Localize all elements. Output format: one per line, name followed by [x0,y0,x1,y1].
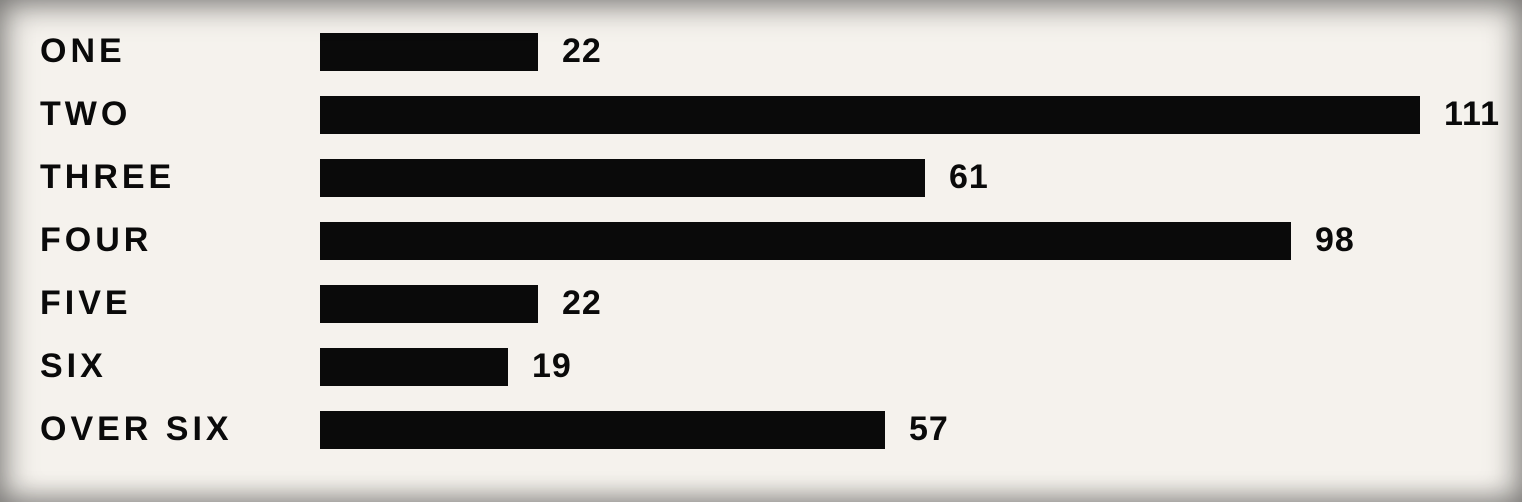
bar-wrap: 61 [320,158,1522,197]
bar-value: 22 [562,284,602,323]
bar-row: THREE 61 [0,146,1522,209]
bar [320,411,885,449]
bar [320,222,1291,260]
horizontal-bar-chart: ONE 22 TWO 111 THREE 61 FOUR 98 FIVE 22 [0,0,1522,502]
bar [320,159,925,197]
bar-value: 98 [1315,221,1355,260]
bar-value: 57 [909,410,949,449]
bar-value: 111 [1444,95,1500,134]
bar-wrap: 57 [320,410,1522,449]
category-label: THREE [0,158,320,197]
bar-value: 22 [562,32,602,71]
bar-row: ONE 22 [0,20,1522,83]
category-label: ONE [0,32,320,71]
bar [320,96,1420,134]
bar-value: 61 [949,158,989,197]
bar-row: SIX 19 [0,335,1522,398]
bar-row: FOUR 98 [0,209,1522,272]
category-label: OVER SIX [0,410,320,449]
bar [320,285,538,323]
bar [320,348,508,386]
bar-value: 19 [532,347,572,386]
bar-row: OVER SIX 57 [0,398,1522,461]
bar-row: FIVE 22 [0,272,1522,335]
bar-wrap: 22 [320,32,1522,71]
bar-wrap: 98 [320,221,1522,260]
bar-wrap: 22 [320,284,1522,323]
category-label: SIX [0,347,320,386]
bar-wrap: 19 [320,347,1522,386]
category-label: FIVE [0,284,320,323]
bar [320,33,538,71]
category-label: TWO [0,95,320,134]
category-label: FOUR [0,221,320,260]
bar-row: TWO 111 [0,83,1522,146]
bar-wrap: 111 [320,95,1522,134]
